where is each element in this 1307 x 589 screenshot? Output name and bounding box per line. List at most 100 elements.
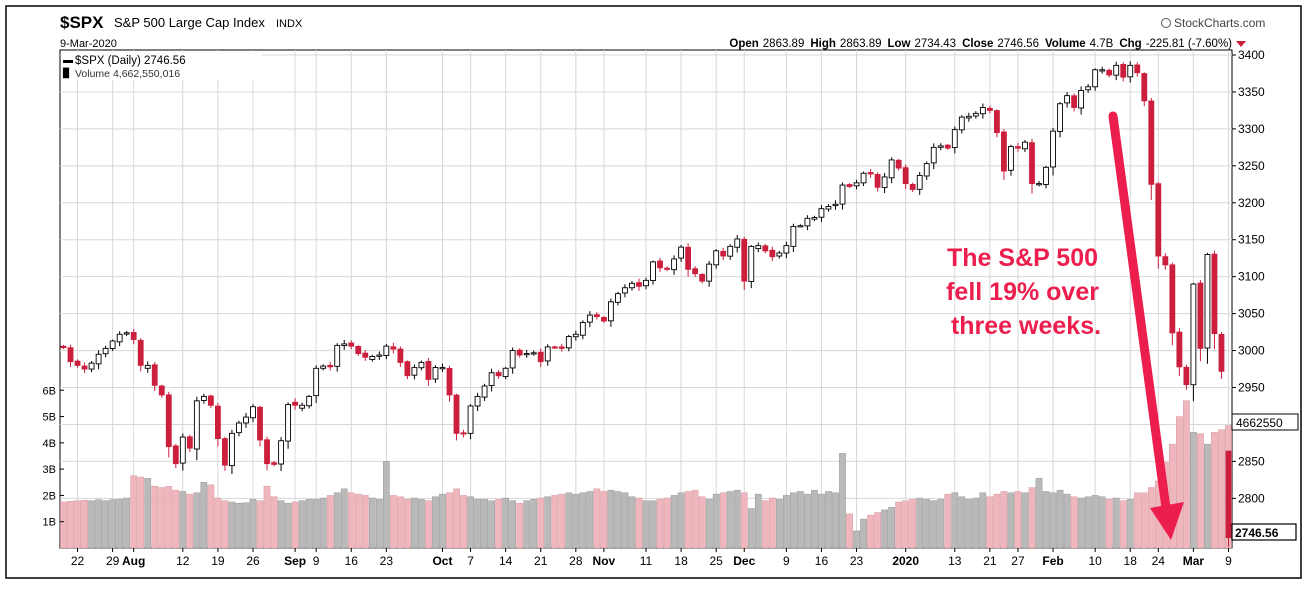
- volume-bar: [242, 502, 250, 549]
- date-tick-label: 2020: [892, 554, 919, 568]
- candle-body: [881, 176, 888, 188]
- candle-body: [390, 346, 397, 350]
- volume-bar: [909, 499, 917, 549]
- candle-body: [516, 349, 523, 356]
- volume-bar: [895, 501, 903, 549]
- price-tick-label: 3150: [1238, 233, 1265, 247]
- grid: [60, 50, 1232, 548]
- date-axis: 22 29 Aug 12 19 26 Sep 9 16 23 Oct 7 14 21 28 Nov 11 18 25…: [71, 548, 1232, 568]
- volume-bar: [165, 485, 173, 549]
- candle-body: [334, 344, 341, 367]
- volume-bar: [930, 500, 938, 549]
- candle-body: [530, 352, 537, 355]
- chg-label: Chg: [1119, 38, 1141, 50]
- volume-bar: [425, 500, 432, 549]
- volume-bar: [621, 492, 629, 549]
- candle-body: [355, 346, 362, 354]
- volume-bar: [375, 499, 383, 549]
- candle-body: [748, 245, 755, 282]
- volume-bar: [797, 491, 804, 549]
- date-tick-label: 13: [948, 554, 962, 568]
- candle-body: [713, 250, 720, 266]
- volume-bar: [1049, 492, 1057, 549]
- candle-body: [579, 322, 586, 336]
- candle-body: [678, 246, 684, 259]
- volume-bar: [614, 491, 622, 549]
- volume-bar: [916, 497, 924, 549]
- candle-body: [867, 172, 874, 175]
- candle-body: [165, 394, 172, 448]
- high-label: High: [810, 38, 836, 50]
- candle-body: [846, 184, 853, 187]
- date-tick-label: 28: [569, 554, 583, 568]
- volume-bar: [979, 492, 987, 549]
- volume-tick-label: 1B: [43, 517, 56, 529]
- volume-bar: [1211, 432, 1218, 549]
- candle-body: [741, 238, 748, 282]
- ohlc-summary: Open 2863.89 High 2863.89 Low 2734.43 Close 274…: [729, 38, 1232, 50]
- volume-bar: [151, 485, 159, 549]
- volume-bar: [200, 482, 208, 549]
- volume-bar: [88, 500, 95, 549]
- date-tick-label: 27: [1011, 554, 1025, 568]
- volume-bar: [382, 460, 390, 549]
- volume-bar: [811, 489, 818, 549]
- volume-bar: [495, 499, 502, 549]
- candle-body: [544, 346, 551, 362]
- volume-bar: [284, 503, 292, 549]
- candle-body: [930, 146, 937, 164]
- candle-body: [411, 367, 418, 376]
- date-tick-label: Mar: [1183, 554, 1205, 568]
- candle-body: [313, 367, 320, 397]
- candle-body: [60, 345, 67, 349]
- candle-body: [1022, 141, 1028, 150]
- price-tick-label: 2800: [1238, 491, 1265, 505]
- volume-bars: [60, 400, 1232, 549]
- price-tick-label: 2950: [1238, 381, 1265, 395]
- price-tick-label: 3200: [1238, 196, 1265, 210]
- candle-body: [593, 314, 600, 318]
- volume-bar: [804, 493, 811, 549]
- volume-bar: [305, 499, 313, 549]
- volume-bar: [937, 499, 945, 549]
- candle-body: [727, 245, 734, 257]
- candle-body: [692, 268, 699, 275]
- last-price-badge-box: [1231, 523, 1297, 541]
- volume-bar: [144, 478, 152, 549]
- candle-body: [537, 351, 544, 363]
- candle-body: [909, 184, 916, 190]
- date-tick-label: 10: [1088, 554, 1102, 568]
- low-label: Low: [888, 38, 911, 50]
- volume-bar: [67, 500, 74, 549]
- candle-body: [495, 372, 502, 377]
- close-label: Close: [962, 38, 993, 50]
- candle-body: [439, 367, 446, 370]
- volume-bar: [565, 492, 573, 549]
- volume-bar: [411, 497, 418, 549]
- date-tick-label: 21: [534, 554, 548, 568]
- candle-body: [572, 333, 579, 338]
- volume-bar: [951, 492, 959, 549]
- candle-body: [348, 342, 355, 347]
- candle-body: [608, 301, 614, 322]
- candle-body: [916, 174, 923, 190]
- volume-bar: [593, 488, 601, 549]
- candle-body: [1183, 366, 1190, 386]
- volume-bar: [1204, 443, 1211, 549]
- volume-bar: [747, 508, 755, 549]
- candle-body: [1190, 283, 1197, 386]
- volume-bar: [572, 493, 580, 549]
- volume-bar: [1028, 487, 1036, 549]
- volume-bar: [228, 501, 236, 549]
- candle-body: [944, 144, 951, 149]
- candle-body: [1113, 64, 1120, 76]
- candle-body: [979, 107, 986, 115]
- volume-bar: [270, 496, 278, 549]
- date-tick-label: 12: [176, 554, 190, 568]
- candle-body: [762, 245, 769, 252]
- volume-bar: [902, 500, 910, 549]
- last-price-badge-text: 2746.56: [1235, 526, 1279, 540]
- annotation-line-2: fell 19% over: [946, 278, 1099, 306]
